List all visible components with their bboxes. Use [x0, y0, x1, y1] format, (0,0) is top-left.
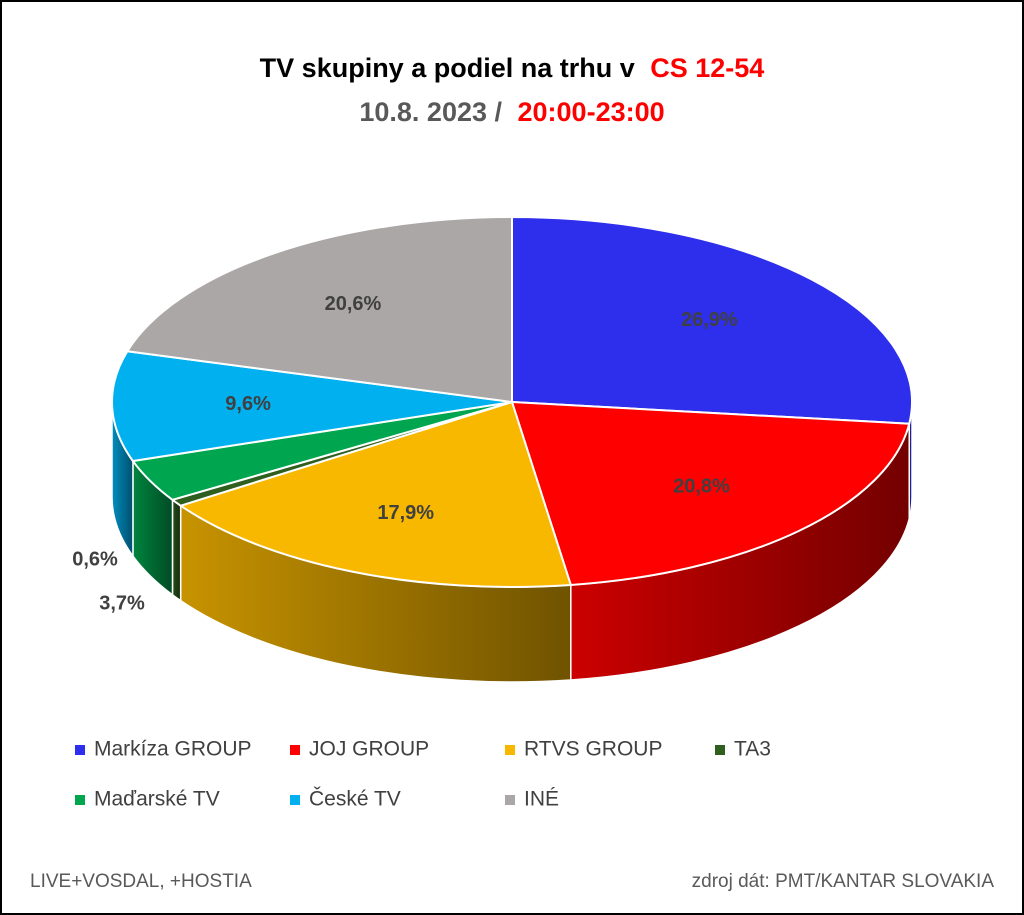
pie-slice — [125, 215, 513, 404]
chart-title-highlight: CS 12-54 — [650, 53, 764, 83]
legend-swatch — [75, 795, 85, 805]
pie-slice — [178, 400, 573, 588]
pie-slice — [111, 350, 513, 463]
chart-subtitle: 10.8. 2023 / — [359, 97, 502, 127]
legend-label: INÉ — [524, 788, 559, 811]
data-label: 20,6% — [325, 293, 382, 315]
subtitle-line: 10.8. 2023 / 20:00-23:00 — [359, 97, 664, 127]
legend-swatch — [290, 795, 300, 805]
data-label: 17,9% — [377, 502, 434, 524]
data-label: 0,6% — [72, 548, 118, 570]
legend-swatch — [505, 795, 515, 805]
data-label: 20,8% — [673, 475, 730, 497]
legend-label: Markíza GROUP — [94, 738, 252, 761]
legend-label: České TV — [309, 788, 401, 811]
legend-label: TA3 — [734, 738, 771, 761]
footnote: LIVE+VOSDAL, +HOSTIA — [30, 871, 252, 892]
legend-swatch — [505, 745, 515, 755]
chart-title: TV skupiny a podiel na trhu v — [260, 53, 635, 83]
data-label: 26,9% — [681, 309, 738, 331]
source-note: zdroj dát: PMT/KANTAR SLOVAKIA — [692, 871, 995, 892]
data-label: 9,6% — [225, 393, 271, 415]
legend-swatch — [715, 745, 725, 755]
legend-label: JOJ GROUP — [309, 738, 429, 761]
pie-slice — [510, 400, 911, 587]
chart-subtitle-highlight: 20:00-23:00 — [518, 97, 665, 127]
legend-swatch — [75, 745, 85, 755]
legend-swatch — [290, 745, 300, 755]
legend-label: RTVS GROUP — [524, 738, 662, 761]
data-label: 3,7% — [99, 592, 145, 614]
chart-title-line: TV skupiny a podiel na trhu v CS 12-54 — [260, 53, 765, 83]
pie-slice — [511, 215, 913, 425]
legend-label: Maďarské TV — [94, 788, 220, 811]
slice-side — [171, 498, 182, 603]
